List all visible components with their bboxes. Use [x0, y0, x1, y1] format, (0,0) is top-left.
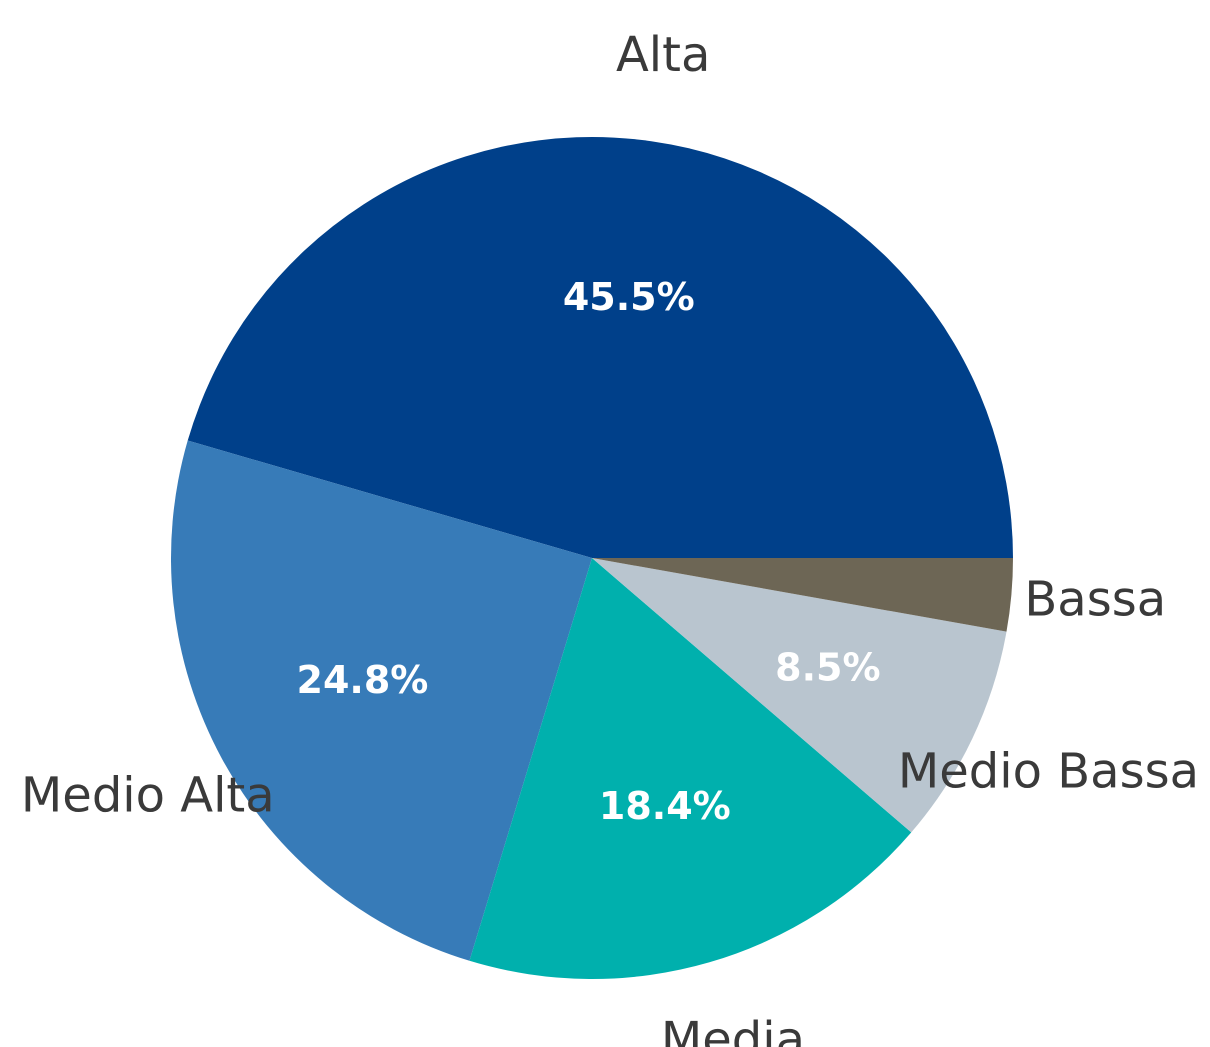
slice-label: Media	[661, 1012, 805, 1047]
value-label: 45.5%	[563, 275, 695, 319]
pie-slice	[469, 558, 912, 979]
pie-slice	[592, 558, 1013, 632]
slice-label: Medio Bassa	[898, 744, 1199, 800]
pie-slice	[170, 440, 593, 961]
slice-label: Bassa	[1024, 571, 1166, 627]
slice-label: Medio Alta	[21, 768, 275, 824]
slice-label: Alta	[616, 27, 710, 83]
value-label: 8.5%	[775, 645, 880, 689]
value-label: 18.4%	[599, 784, 731, 828]
value-label: 24.8%	[297, 658, 429, 702]
pie-slice	[187, 136, 1013, 558]
pie-slice	[592, 558, 1007, 833]
